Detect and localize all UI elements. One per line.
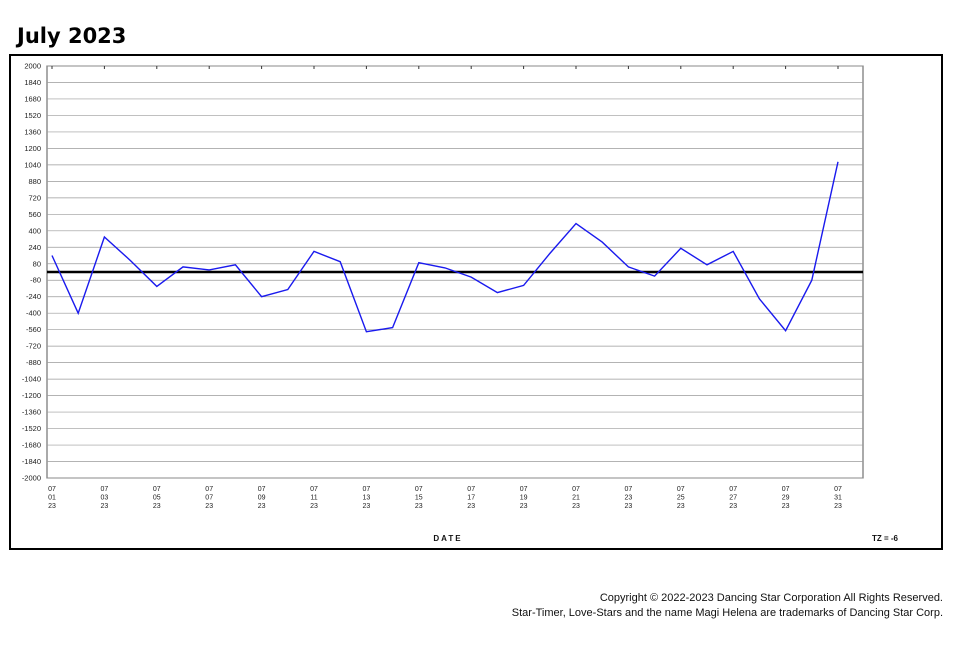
- y-tick-label: -1680: [22, 441, 41, 450]
- y-tick-label: 560: [28, 210, 41, 219]
- x-tick-label: 07 27 23: [729, 486, 737, 510]
- timezone-label: TZ = -6: [872, 534, 899, 543]
- y-tick-label: 1520: [24, 111, 41, 120]
- x-tick-label: 07 11 23: [310, 486, 318, 510]
- y-tick-label: -1040: [22, 375, 41, 384]
- y-tick-label: 720: [28, 193, 41, 202]
- x-tick-label: 07 07 23: [205, 486, 213, 510]
- x-tick-label: 07 25 23: [677, 486, 685, 510]
- x-tick-label: 07 23 23: [625, 486, 633, 510]
- series-line: [51, 161, 839, 333]
- y-tick-label: -2000: [22, 474, 41, 483]
- y-tick-label: 880: [28, 177, 41, 186]
- copyright-line-2: Star-Timer, Love-Stars and the name Magi…: [511, 607, 943, 619]
- y-tick-label: -560: [26, 325, 41, 334]
- x-tick-label: 07 01 23: [48, 486, 56, 510]
- x-tick-label: 07 13 23: [363, 486, 371, 510]
- y-tick-label: 1360: [24, 127, 41, 136]
- y-tick-label: 240: [28, 243, 41, 252]
- x-tick-label: 07 31 23: [834, 486, 842, 510]
- x-tick-label: 07 15 23: [415, 486, 423, 510]
- copyright-notice: Copyright © 2022-2023 Dancing Star Corpo…: [512, 591, 943, 621]
- chart-frame: [9, 54, 943, 550]
- page-title: July 2023: [17, 24, 127, 48]
- y-tick-label: 1040: [24, 160, 41, 169]
- y-tick-label: 1200: [24, 144, 41, 153]
- y-tick-label: -1520: [22, 424, 41, 433]
- x-axis-label: DATE: [433, 534, 462, 543]
- x-tick-label: 07 21 23: [572, 486, 580, 510]
- y-tick-label: -880: [26, 358, 41, 367]
- y-tick-label: 1840: [24, 78, 41, 87]
- y-tick-label: -240: [26, 292, 41, 301]
- x-tick-label: 07 17 23: [467, 486, 475, 510]
- y-tick-label: 80: [33, 259, 41, 268]
- x-tick-label: 07 19 23: [520, 486, 528, 510]
- copyright-line-1: Copyright © 2022-2023 Dancing Star Corpo…: [599, 592, 943, 604]
- x-tick-label: 07 09 23: [258, 486, 266, 510]
- x-tick-label: 07 03 23: [101, 486, 109, 510]
- y-tick-label: -1200: [22, 391, 41, 400]
- y-tick-label: -80: [30, 276, 41, 285]
- y-tick-label: 1680: [24, 94, 41, 103]
- x-tick-label: 07 29 23: [782, 486, 790, 510]
- y-tick-label: -400: [26, 309, 41, 318]
- y-tick-label: -1840: [22, 457, 41, 466]
- y-tick-label: 2000: [24, 62, 41, 71]
- x-tick-label: 07 05 23: [153, 486, 161, 510]
- y-tick-label: 400: [28, 226, 41, 235]
- y-tick-label: -720: [26, 342, 41, 351]
- y-tick-label: -1360: [22, 408, 41, 417]
